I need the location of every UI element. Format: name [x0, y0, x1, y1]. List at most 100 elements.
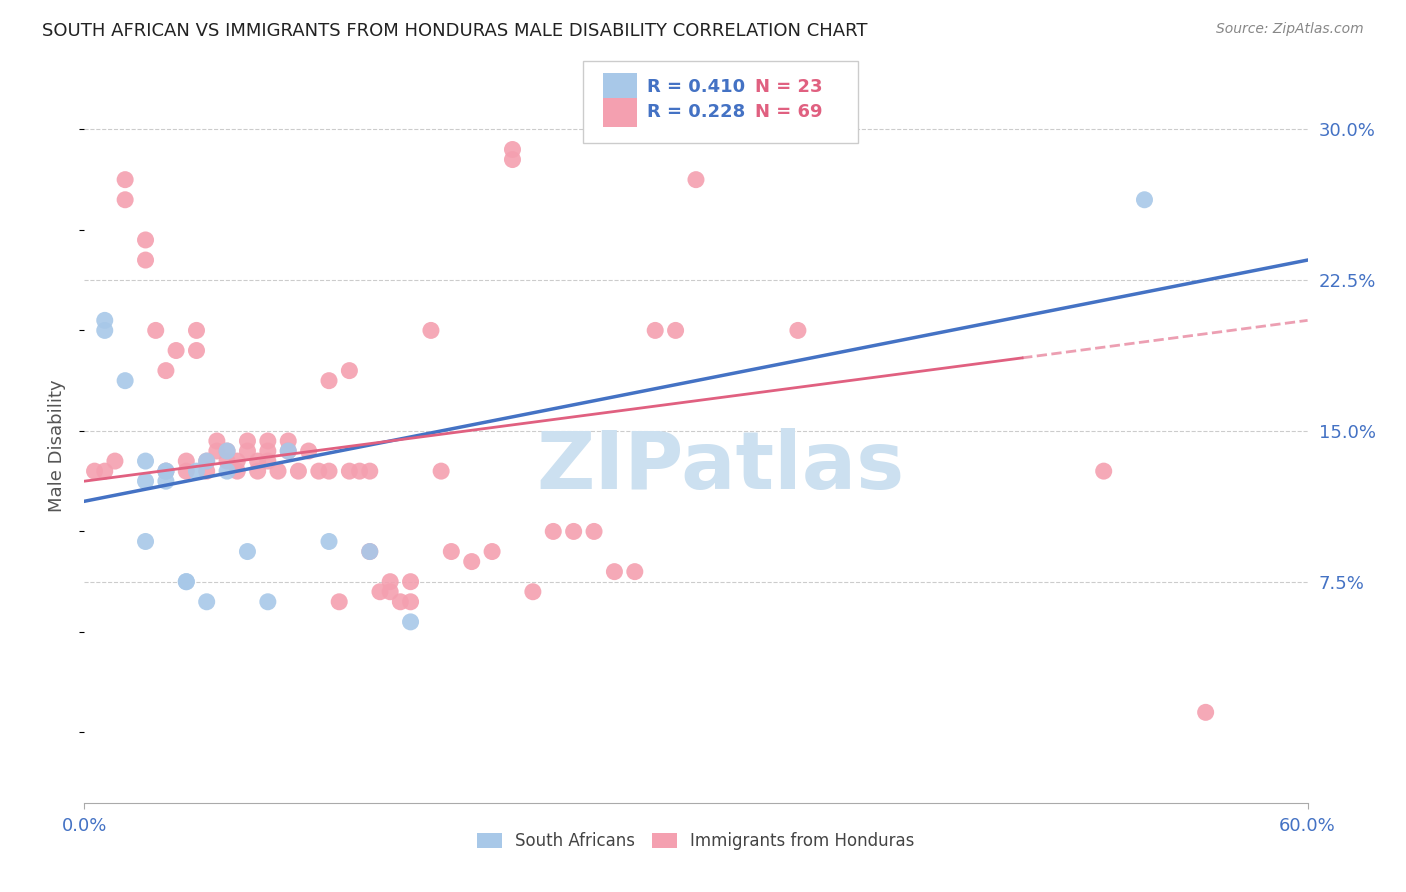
Point [339, 363, 361, 377]
Point [399, 615, 422, 629]
Point [114, 193, 136, 207]
Point [430, 464, 453, 478]
Point [318, 534, 340, 549]
Point [277, 444, 299, 458]
Text: N = 23: N = 23 [755, 78, 823, 96]
Point [368, 584, 391, 599]
Point [624, 565, 647, 579]
Point [114, 374, 136, 388]
Point [195, 464, 218, 478]
Point [257, 444, 280, 458]
Point [155, 363, 177, 377]
Point [246, 464, 269, 478]
Point [1133, 193, 1156, 207]
Text: SOUTH AFRICAN VS IMMIGRANTS FROM HONDURAS MALE DISABILITY CORRELATION CHART: SOUTH AFRICAN VS IMMIGRANTS FROM HONDURA… [42, 22, 868, 40]
Point [135, 233, 157, 247]
Point [502, 143, 524, 157]
Legend: South Africans, Immigrants from Honduras: South Africans, Immigrants from Honduras [468, 824, 924, 859]
Point [135, 474, 157, 488]
Point [155, 464, 177, 478]
Point [195, 595, 218, 609]
Point [665, 323, 688, 337]
Point [93, 464, 115, 478]
Point [217, 454, 239, 468]
Point [195, 454, 218, 468]
Point [685, 172, 707, 186]
Point [217, 444, 239, 458]
Point [543, 524, 565, 539]
Point [359, 464, 381, 478]
Point [502, 153, 524, 167]
Point [1092, 464, 1115, 478]
Text: ZIPatlas: ZIPatlas [536, 428, 904, 507]
Point [380, 574, 402, 589]
Point [287, 464, 309, 478]
Point [93, 313, 115, 327]
Point [349, 464, 371, 478]
Point [205, 434, 228, 448]
Point [318, 374, 340, 388]
Point [226, 454, 249, 468]
Point [135, 454, 157, 468]
Point [257, 434, 280, 448]
Point [359, 544, 381, 558]
Point [277, 434, 299, 448]
Point [399, 574, 422, 589]
Point [174, 574, 197, 589]
Point [298, 444, 321, 458]
Point [267, 464, 290, 478]
Point [399, 595, 422, 609]
Point [186, 323, 208, 337]
Point [461, 555, 484, 569]
Point [217, 464, 239, 478]
Point [644, 323, 666, 337]
Point [257, 454, 280, 468]
Point [339, 464, 361, 478]
Point [328, 595, 350, 609]
Point [236, 444, 259, 458]
Text: Source: ZipAtlas.com: Source: ZipAtlas.com [1216, 22, 1364, 37]
Point [236, 544, 259, 558]
Point [114, 172, 136, 186]
Point [380, 584, 402, 599]
Point [277, 444, 299, 458]
Point [226, 464, 249, 478]
Point [562, 524, 585, 539]
Point [155, 464, 177, 478]
Point [522, 584, 544, 599]
Text: R = 0.410: R = 0.410 [647, 78, 745, 96]
Point [318, 464, 340, 478]
Point [104, 454, 127, 468]
Point [174, 574, 197, 589]
Y-axis label: Male Disability: Male Disability [48, 380, 66, 512]
Point [174, 464, 197, 478]
Point [583, 524, 606, 539]
Point [195, 454, 218, 468]
Point [135, 253, 157, 268]
Point [186, 464, 208, 478]
Point [236, 434, 259, 448]
Point [205, 444, 228, 458]
Text: N = 69: N = 69 [755, 103, 823, 121]
Point [389, 595, 412, 609]
Point [308, 464, 330, 478]
Point [155, 474, 177, 488]
Point [359, 544, 381, 558]
Point [603, 565, 626, 579]
Point [135, 534, 157, 549]
Text: R = 0.228: R = 0.228 [647, 103, 745, 121]
Point [93, 323, 115, 337]
Point [165, 343, 187, 358]
Point [246, 454, 269, 468]
Point [186, 343, 208, 358]
Point [481, 544, 503, 558]
Point [787, 323, 810, 337]
Point [83, 464, 105, 478]
Point [1195, 706, 1218, 720]
Point [145, 323, 167, 337]
Point [420, 323, 443, 337]
Point [174, 454, 197, 468]
Point [257, 595, 280, 609]
Point [217, 444, 239, 458]
Point [440, 544, 463, 558]
